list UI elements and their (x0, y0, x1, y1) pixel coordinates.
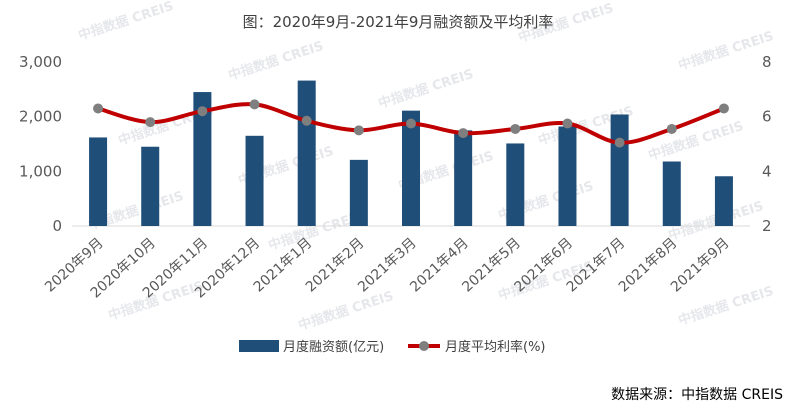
right-axis-tick-label: 2 (762, 217, 772, 235)
rate-point (145, 117, 156, 128)
bar (454, 130, 473, 226)
bar (506, 143, 525, 226)
left-axis: 0 1,000 2,000 3,000 (19, 53, 62, 235)
rate-point (353, 125, 364, 136)
legend-line-label: 月度平均利率(%) (445, 339, 546, 355)
rate-point (458, 128, 469, 139)
line-series (93, 99, 729, 148)
rate-point (249, 99, 260, 110)
bar (89, 137, 108, 226)
rate-point (614, 137, 625, 148)
watermark-text: 中指数据 CREIS (226, 38, 325, 84)
left-axis-tick-label: 2,000 (19, 108, 62, 126)
bar-series (89, 80, 733, 226)
right-axis: 2 4 6 8 (762, 53, 772, 235)
bar (245, 135, 264, 226)
rate-point (562, 118, 573, 129)
watermark-text: 中指数据 CREIS (646, 118, 745, 164)
legend-bar-label: 月度融资额(亿元) (283, 339, 384, 355)
watermark-text: 中指数据 CREIS (296, 288, 395, 334)
bar (714, 176, 733, 226)
legend: 月度融资额(亿元) 月度平均利率(%) (239, 339, 546, 355)
watermark-text: 中指数据 CREIS (676, 283, 775, 329)
bar (402, 110, 420, 226)
rate-point (510, 123, 521, 134)
right-axis-tick-label: 4 (762, 162, 772, 180)
bar (141, 146, 160, 226)
watermark-text: 中指数据 CREIS (76, 0, 175, 44)
rate-point (197, 106, 208, 117)
rate-point (718, 103, 729, 114)
rate-point (406, 118, 416, 129)
bar (193, 92, 212, 226)
legend-line-marker (419, 341, 429, 351)
rate-point (301, 115, 312, 126)
bar (662, 161, 681, 226)
bar (297, 80, 316, 226)
bar (349, 159, 368, 226)
right-axis-tick-label: 8 (762, 53, 772, 71)
source-note: 数据来源：中指数据 CREIS (611, 387, 783, 403)
left-axis-tick-label: 0 (52, 217, 62, 235)
left-axis-tick-label: 3,000 (19, 53, 62, 71)
bar (558, 126, 577, 226)
rate-point (666, 123, 677, 134)
left-axis-tick-label: 1,000 (19, 162, 62, 180)
right-axis-tick-label: 6 (762, 108, 772, 126)
bar (610, 114, 629, 226)
watermark-text: 中指数据 CREIS (676, 28, 775, 74)
watermark-text: 中指数据 CREIS (376, 66, 475, 112)
rate-point (93, 103, 104, 114)
chart-title: 图：2020年9月-2021年9月融资额及平均利率 (243, 13, 554, 31)
legend-bar-swatch (239, 340, 279, 352)
